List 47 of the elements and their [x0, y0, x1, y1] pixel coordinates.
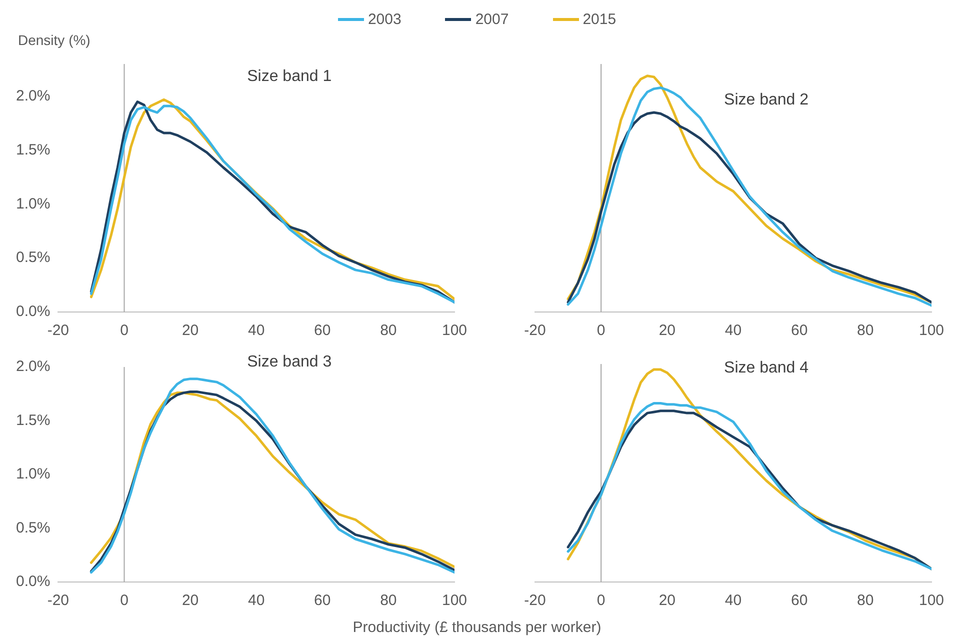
x-tick-label: 80 — [857, 322, 874, 340]
x-tick-label: 100 — [918, 592, 944, 610]
x-tick-label: 80 — [380, 592, 397, 610]
chart-title: Size band 1 — [247, 68, 332, 85]
x-tick-label: -20 — [47, 322, 70, 340]
x-axis-title: Productivity (£ thousands per worker) — [352, 619, 602, 636]
x-tick-label: 0 — [596, 322, 606, 340]
x-tick-label: 40 — [724, 322, 742, 340]
x-tick-label: 100 — [442, 322, 467, 340]
x-tick-label: 60 — [314, 322, 331, 340]
x-tick-label: 0 — [120, 322, 128, 340]
x-tick-label: 20 — [182, 592, 199, 610]
x-tick-label: 40 — [248, 322, 265, 340]
x-tick-label: -20 — [524, 592, 546, 610]
x-tick-label: 20 — [658, 592, 676, 610]
y-tick-label: 1.0% — [16, 195, 50, 212]
x-tick-label: 20 — [658, 322, 676, 340]
y-axis-title: Density (%) — [18, 32, 90, 48]
chart-title: Size band 3 — [247, 353, 332, 370]
y-tick-label: 2.0% — [16, 87, 50, 104]
x-tick-label: 20 — [182, 322, 199, 340]
x-tick-label: 40 — [724, 592, 742, 610]
legend-label: 2003 — [368, 10, 402, 28]
legend-label: 2007 — [475, 10, 509, 28]
x-tick-label: 80 — [380, 322, 397, 340]
y-tick-label: 0.5% — [16, 519, 50, 536]
x-tick-label: 60 — [314, 592, 331, 610]
y-tick-label: 1.5% — [16, 412, 50, 429]
x-tick-label: 80 — [857, 592, 874, 610]
y-tick-label: 0.0% — [16, 303, 50, 320]
x-tick-label: 60 — [790, 322, 808, 340]
y-tick-label: 2.0% — [16, 358, 50, 376]
y-tick-label: 1.0% — [16, 466, 50, 483]
x-tick-label: 60 — [790, 592, 808, 610]
y-tick-label: 1.5% — [16, 141, 50, 158]
chart-title: Size band 4 — [724, 359, 809, 376]
legend-label: 2015 — [582, 10, 616, 28]
x-tick-label: 100 — [442, 592, 467, 610]
x-tick-label: 40 — [248, 592, 265, 610]
x-tick-label: 100 — [918, 322, 944, 340]
x-tick-label: 0 — [120, 592, 128, 610]
y-tick-label: 0.5% — [16, 249, 50, 266]
x-tick-label: -20 — [524, 322, 546, 340]
text: Size band 2 — [724, 91, 809, 108]
x-tick-label: -20 — [47, 592, 70, 610]
y-tick-label: 0.0% — [16, 573, 50, 590]
x-tick-label: 0 — [596, 592, 606, 610]
